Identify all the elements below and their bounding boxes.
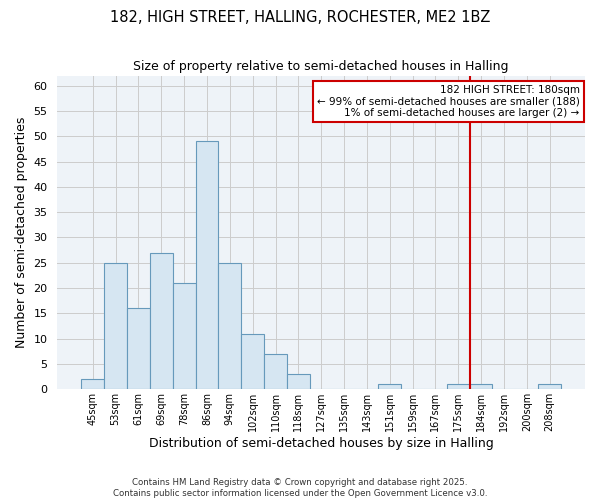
Text: 182, HIGH STREET, HALLING, ROCHESTER, ME2 1BZ: 182, HIGH STREET, HALLING, ROCHESTER, ME… [110, 10, 490, 25]
Bar [538, 384, 561, 390]
Y-axis label: Number of semi-detached properties: Number of semi-detached properties [15, 116, 28, 348]
Text: Contains HM Land Registry data © Crown copyright and database right 2025.
Contai: Contains HM Land Registry data © Crown c… [113, 478, 487, 498]
Bar [379, 384, 401, 390]
Bar [150, 252, 173, 390]
Bar [127, 308, 150, 390]
Bar [104, 263, 127, 390]
Text: 182 HIGH STREET: 180sqm
← 99% of semi-detached houses are smaller (188)
1% of se: 182 HIGH STREET: 180sqm ← 99% of semi-de… [317, 85, 580, 118]
Bar [470, 384, 493, 390]
Bar [218, 263, 241, 390]
Bar [196, 142, 218, 390]
Bar [287, 374, 310, 390]
Title: Size of property relative to semi-detached houses in Halling: Size of property relative to semi-detach… [133, 60, 509, 73]
Bar [82, 379, 104, 390]
Bar [241, 334, 264, 390]
Bar [447, 384, 470, 390]
Bar [173, 283, 196, 390]
Bar [264, 354, 287, 390]
X-axis label: Distribution of semi-detached houses by size in Halling: Distribution of semi-detached houses by … [149, 437, 494, 450]
